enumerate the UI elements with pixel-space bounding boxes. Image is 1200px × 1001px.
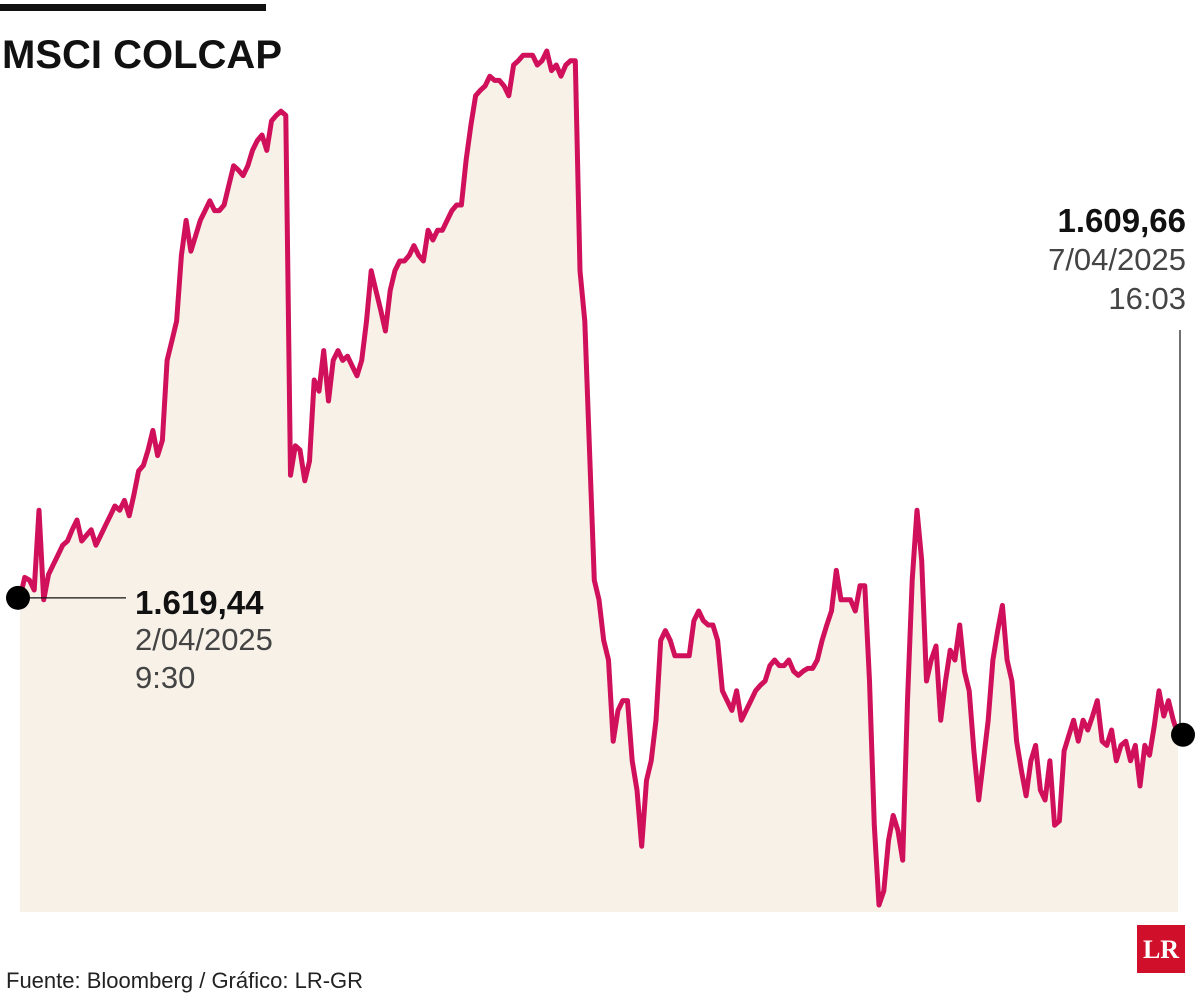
end-time: 16:03 <box>1108 281 1186 316</box>
start-time: 9:30 <box>135 660 195 695</box>
start-label: 1.619,44 <box>135 584 264 621</box>
line <box>17 48 1181 908</box>
area-fill <box>20 51 1178 912</box>
logo-box <box>1137 925 1185 973</box>
title-bar <box>0 4 266 11</box>
end-date: 7/04/2025 <box>1048 242 1186 277</box>
chart-title: MSCI COLCAP <box>2 33 282 77</box>
logo: LR <box>1143 935 1179 964</box>
end-dot <box>1171 722 1195 747</box>
end-label: 1.609,66 <box>1058 202 1186 239</box>
start-dot <box>6 585 30 610</box>
source: Fuente: Bloomberg / Gráfico: LR-GR <box>6 968 363 993</box>
start-date: 2/04/2025 <box>135 622 273 657</box>
